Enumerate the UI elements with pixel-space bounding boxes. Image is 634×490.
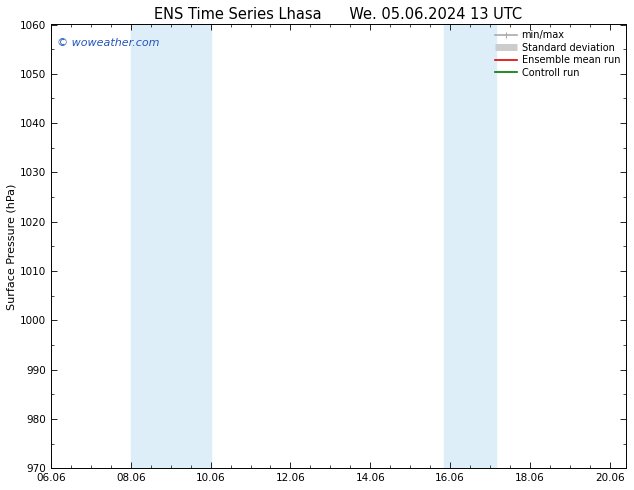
Title: ENS Time Series Lhasa      We. 05.06.2024 13 UTC: ENS Time Series Lhasa We. 05.06.2024 13 … [154, 7, 522, 22]
Y-axis label: Surface Pressure (hPa): Surface Pressure (hPa) [7, 183, 17, 310]
Bar [131, 24, 210, 468]
Bar [444, 24, 496, 468]
Text: © woweather.com: © woweather.com [56, 38, 159, 48]
Legend: min/max, Standard deviation, Ensemble mean run, Controll run: min/max, Standard deviation, Ensemble me… [493, 27, 623, 80]
